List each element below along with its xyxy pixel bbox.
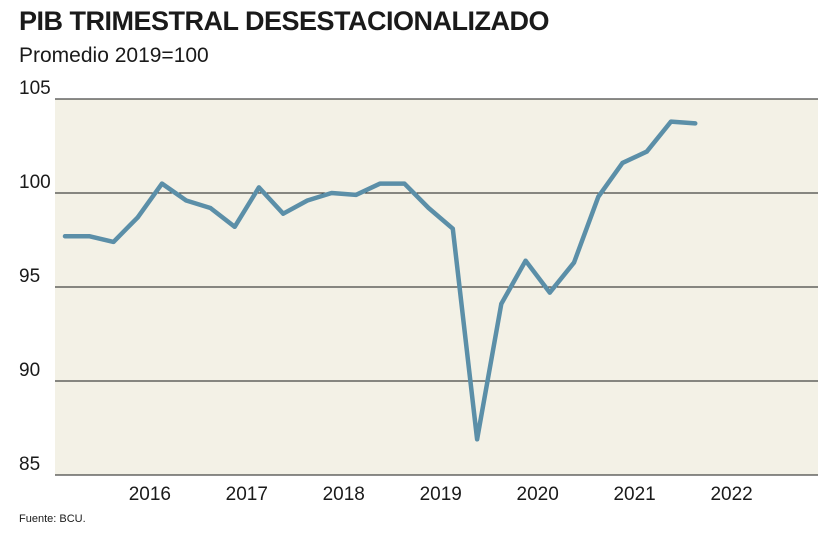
- x-tick-label: 2020: [517, 484, 559, 505]
- chart-subtitle: Promedio 2019=100: [19, 44, 209, 67]
- data-point: [547, 290, 552, 295]
- x-tick-label: 2019: [420, 484, 462, 505]
- data-point: [572, 260, 576, 265]
- data-point: [620, 160, 625, 165]
- x-tick-label: 2016: [129, 484, 171, 505]
- data-point: [87, 234, 92, 239]
- data-point: [305, 198, 310, 203]
- data-point: [475, 437, 480, 442]
- data-point: [378, 181, 383, 186]
- data-point: [256, 185, 261, 190]
- data-point: [402, 181, 407, 186]
- data-point: [353, 192, 358, 197]
- y-tick-label: 95: [19, 266, 40, 287]
- source-note: Fuente: BCU.: [19, 513, 86, 525]
- y-tick-label: 105: [19, 78, 51, 99]
- data-point: [232, 224, 237, 229]
- data-point: [669, 119, 673, 124]
- x-tick-label: 2022: [710, 484, 752, 505]
- x-tick-label: 2017: [226, 484, 268, 505]
- y-tick-label: 85: [19, 454, 40, 475]
- data-point: [329, 191, 334, 195]
- x-tick-label: 2021: [613, 484, 655, 505]
- data-point: [450, 226, 455, 231]
- y-tick-label: 90: [19, 360, 40, 381]
- data-point: [160, 181, 164, 186]
- data-point: [208, 206, 213, 210]
- data-point: [596, 194, 601, 199]
- data-point: [693, 121, 698, 126]
- data-point: [111, 239, 116, 244]
- y-tick-label: 100: [19, 172, 51, 193]
- x-tick-label: 2018: [323, 484, 365, 505]
- y-axis-tick-labels: 105 100 95 90 85: [19, 78, 51, 475]
- x-axis-tick-labels: 2016 2017 2018 2019 2020 2021 2022: [129, 484, 753, 505]
- data-point: [644, 149, 649, 154]
- data-point: [426, 206, 431, 210]
- data-point: [135, 215, 140, 220]
- data-point: [281, 211, 286, 216]
- data-point: [499, 301, 504, 306]
- data-point: [184, 198, 189, 203]
- data-point: [63, 234, 67, 239]
- data-points: [63, 119, 698, 442]
- data-point: [523, 258, 528, 263]
- gridlines: [55, 98, 818, 476]
- chart-title: PIB TRIMESTRAL DESESTACIONALIZADO: [19, 6, 550, 36]
